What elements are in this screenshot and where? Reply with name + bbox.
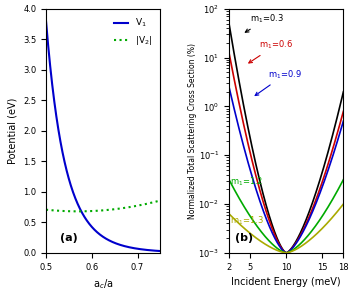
V$_1$ xyxy=(112,241,116,244)
Text: m$_1$=0.9: m$_1$=0.9 xyxy=(255,68,302,96)
X-axis label: Incident Energy (meV): Incident Energy (meV) xyxy=(232,277,341,287)
|V$_2$| xyxy=(44,208,48,211)
|V$_2$| xyxy=(106,208,110,212)
Text: m$_1$=1.2: m$_1$=1.2 xyxy=(230,176,263,188)
Text: m$_1$=1.3: m$_1$=1.3 xyxy=(230,214,264,227)
|V$_2$| xyxy=(98,209,103,212)
V$_1$ xyxy=(99,234,103,237)
|V$_2$| xyxy=(158,199,162,202)
Text: m$_1$=0.6: m$_1$=0.6 xyxy=(249,39,293,63)
|V$_2$| xyxy=(76,210,80,213)
Text: m$_1$=0.3: m$_1$=0.3 xyxy=(245,12,284,32)
Line: V$_1$: V$_1$ xyxy=(46,21,160,251)
V$_1$ xyxy=(158,249,162,253)
V$_1$ xyxy=(138,247,142,251)
|V$_2$| xyxy=(138,203,142,207)
|V$_2$| xyxy=(99,209,103,212)
V$_1$ xyxy=(44,19,48,23)
Legend: V$_1$, |V$_2$|: V$_1$, |V$_2$| xyxy=(110,13,156,51)
Y-axis label: Potential (eV): Potential (eV) xyxy=(7,98,17,164)
X-axis label: a$_c$/a: a$_c$/a xyxy=(93,277,114,291)
V$_1$ xyxy=(155,249,160,253)
Text: (b): (b) xyxy=(235,233,253,243)
Line: |V$_2$|: |V$_2$| xyxy=(46,201,160,211)
Text: (a): (a) xyxy=(60,233,78,243)
V$_1$ xyxy=(106,238,110,241)
|V$_2$| xyxy=(156,199,160,203)
|V$_2$| xyxy=(112,208,116,211)
Y-axis label: Normalized Total Scattering Cross Section (%): Normalized Total Scattering Cross Sectio… xyxy=(188,43,197,219)
V$_1$ xyxy=(98,233,102,237)
